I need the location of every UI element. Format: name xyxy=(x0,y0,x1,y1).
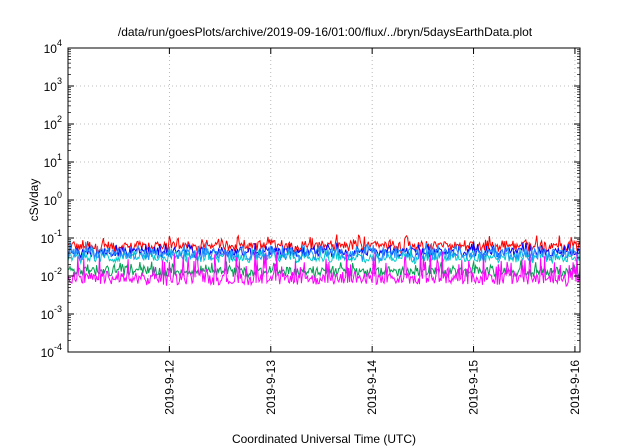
y-tick-label: 10-2 xyxy=(41,266,62,284)
y-tick-label: 102 xyxy=(44,114,62,132)
y-tick-exponent: 2 xyxy=(57,114,62,124)
x-tick-label: 2019-9-15 xyxy=(467,360,481,415)
x-axis-label: Coordinated Universal Time (UTC) xyxy=(232,432,416,446)
x-axis: 2019-9-12 2019-9-13 2019-9-14 2019-9-15 2019… xyxy=(162,48,582,415)
chart-title: /data/run/goesPlots/archive/2019-09-16/0… xyxy=(118,25,533,39)
y-tick-exponent: -1 xyxy=(54,228,62,238)
series-line xyxy=(67,260,581,279)
y-tick-label: 10-4 xyxy=(41,342,62,360)
x-tick-label: 2019-9-16 xyxy=(568,360,582,415)
series-line xyxy=(67,248,581,288)
y-axis-label: cSv/day xyxy=(27,179,41,222)
x-tick-label: 2019-9-12 xyxy=(162,360,176,415)
x-tick-label: 2019-9-13 xyxy=(264,360,278,415)
series-line xyxy=(67,240,581,262)
y-tick-exponent: 3 xyxy=(57,76,62,86)
y-tick-label: 104 xyxy=(44,38,62,56)
y-tick-exponent: 0 xyxy=(57,190,62,200)
y-tick-label: 10-3 xyxy=(41,304,62,322)
grid xyxy=(68,48,580,352)
y-tick-label: 100 xyxy=(44,190,62,208)
y-tick-label: 101 xyxy=(44,152,62,170)
y-tick-exponent: 4 xyxy=(57,38,62,48)
y-tick-exponent: -4 xyxy=(54,342,62,352)
y-tick-label: 103 xyxy=(44,76,62,94)
y-tick-exponent: 1 xyxy=(57,152,62,162)
series-layer xyxy=(67,234,581,288)
x-tick-label: 2019-9-14 xyxy=(365,360,379,415)
y-tick-exponent: -3 xyxy=(54,304,62,314)
y-tick-label: 10-1 xyxy=(41,228,62,246)
y-tick-exponent: -2 xyxy=(54,266,62,276)
